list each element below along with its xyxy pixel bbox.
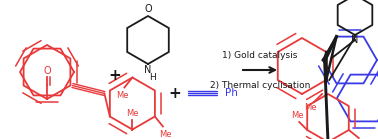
Text: O: O bbox=[144, 4, 152, 14]
Text: Me: Me bbox=[304, 104, 316, 112]
Text: Me: Me bbox=[126, 109, 139, 118]
Text: O: O bbox=[43, 66, 51, 76]
Text: N: N bbox=[144, 65, 152, 75]
Text: 1) Gold catalysis: 1) Gold catalysis bbox=[222, 52, 298, 60]
Text: Ph: Ph bbox=[225, 88, 238, 98]
Text: Me: Me bbox=[116, 91, 129, 100]
Text: +: + bbox=[108, 68, 121, 83]
Text: 2) Thermal cyclisation: 2) Thermal cyclisation bbox=[210, 81, 310, 90]
Text: Me: Me bbox=[291, 111, 304, 121]
Text: Me: Me bbox=[159, 130, 171, 139]
Text: H: H bbox=[150, 74, 156, 83]
Text: N: N bbox=[351, 35, 359, 45]
Text: +: + bbox=[169, 85, 181, 100]
